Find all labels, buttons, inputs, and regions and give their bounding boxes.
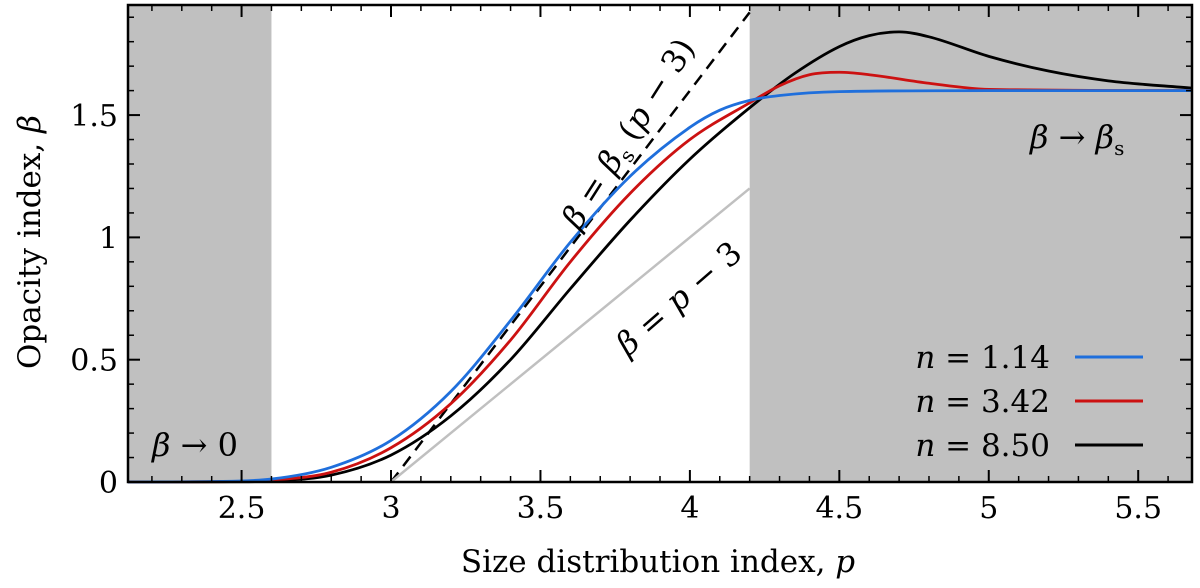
grey-reference-line xyxy=(390,187,751,483)
axis-ticks: 2.5 3 3.5 4 4.5 5 5.5 0 0.5 1 1.5 xyxy=(70,5,1192,526)
dashed-line-label: β = βs (p − 3) xyxy=(553,31,706,238)
x-tick-label: 5.5 xyxy=(1114,491,1162,526)
x-tick-label: 5 xyxy=(979,491,998,526)
y-tick-label: 1 xyxy=(99,221,118,256)
series-line-8.50 xyxy=(127,30,1193,484)
shaded-region-0 xyxy=(128,5,272,482)
x-axis-title: Size distribution index, p xyxy=(461,544,855,580)
x-tick-label: 4.5 xyxy=(815,491,863,526)
legend-label-n-3.42: n = 3.42 xyxy=(915,384,1050,420)
legend-label-n-8.50: n = 8.50 xyxy=(915,428,1050,464)
x-tick-label: 3 xyxy=(381,491,400,526)
data-series xyxy=(127,30,1193,484)
reference-lines xyxy=(390,11,751,483)
right-limit-label: β → βs xyxy=(1029,118,1124,160)
legend-label-n-1.14: n = 1.14 xyxy=(915,340,1050,376)
series-line-1.14 xyxy=(127,89,1192,484)
legend: n = 1.14 n = 3.42 n = 8.50 xyxy=(915,340,1143,464)
x-tick-label: 2.5 xyxy=(218,491,266,526)
dashed-reference-line xyxy=(390,11,751,483)
y-tick-label: 1.5 xyxy=(70,99,118,134)
y-tick-label: 0.5 xyxy=(70,344,118,379)
x-tick-label: 4 xyxy=(680,491,699,526)
grey-line-label: β = p − 3 xyxy=(608,234,750,364)
y-axis-title: Opacity index, β xyxy=(12,115,48,369)
left-limit-label: β → 0 xyxy=(151,426,238,464)
y-tick-label: 0 xyxy=(99,466,118,501)
x-tick-label: 3.5 xyxy=(517,491,565,526)
series-line-3.42 xyxy=(127,70,1193,484)
